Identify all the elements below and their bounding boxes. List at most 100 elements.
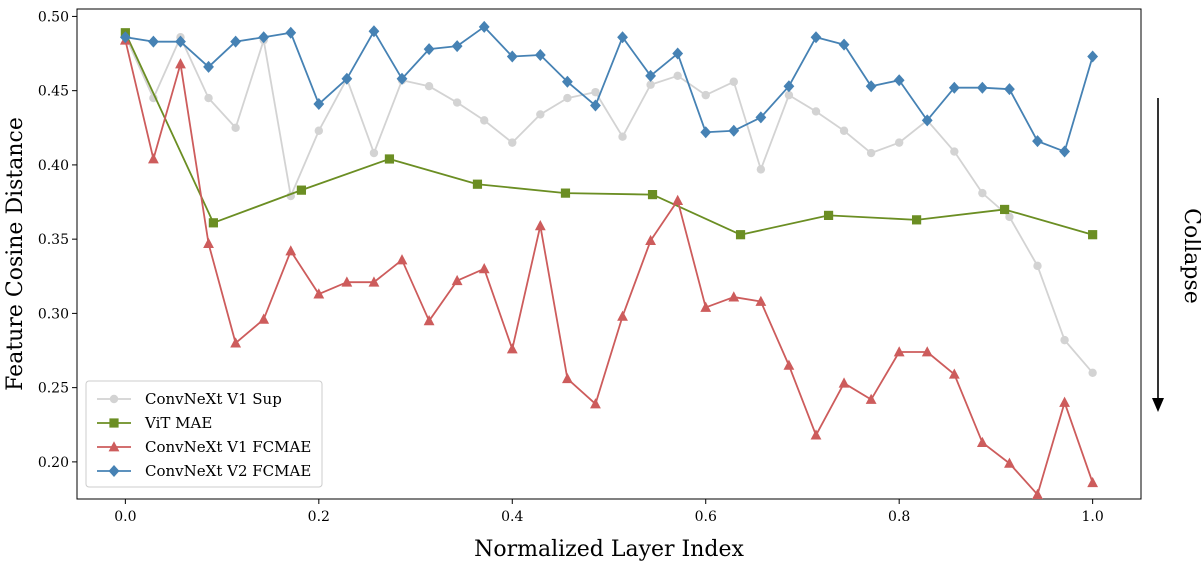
data-point bbox=[313, 98, 325, 111]
data-point bbox=[560, 188, 571, 198]
data-point bbox=[921, 346, 933, 357]
data-point bbox=[865, 80, 877, 93]
data-point bbox=[396, 254, 408, 265]
legend: ConvNeXt V1 Sup ViT MAE ConvNeXt V1 FCMAE C… bbox=[85, 380, 323, 488]
legend-item: ConvNeXt V1 FCMAE bbox=[97, 438, 311, 456]
data-point bbox=[369, 148, 379, 158]
data-point bbox=[590, 398, 601, 409]
x-tick-label: 0.4 bbox=[501, 509, 523, 525]
data-point bbox=[563, 93, 572, 103]
data-point bbox=[534, 219, 546, 231]
data-point bbox=[838, 38, 850, 51]
y-tick-label: 0.50 bbox=[38, 9, 69, 25]
data-point bbox=[204, 93, 213, 103]
series-line bbox=[124, 32, 1093, 236]
y-tick-label: 0.40 bbox=[38, 158, 69, 174]
data-point bbox=[911, 215, 922, 225]
data-point bbox=[618, 132, 627, 141]
data-point bbox=[672, 194, 684, 205]
y-tick-label: 0.20 bbox=[38, 455, 69, 471]
data-point bbox=[285, 245, 297, 256]
data-point bbox=[148, 153, 159, 164]
x-axis: 0.0 0.2 0.4 0.6 0.8 1.0 bbox=[114, 499, 1104, 525]
data-point bbox=[175, 58, 186, 69]
data-point bbox=[203, 237, 214, 249]
x-tick-label: 0.6 bbox=[695, 509, 717, 525]
data-point bbox=[472, 179, 483, 189]
data-point bbox=[823, 210, 834, 220]
data-point bbox=[423, 43, 435, 56]
data-point bbox=[423, 315, 435, 326]
data-point bbox=[645, 234, 656, 246]
data-point bbox=[839, 126, 849, 135]
x-tick-label: 0.0 bbox=[114, 509, 136, 525]
data-point bbox=[645, 69, 656, 82]
data-point bbox=[480, 116, 489, 125]
data-point bbox=[148, 35, 159, 48]
x-tick-label: 0.2 bbox=[308, 509, 330, 525]
data-point bbox=[258, 31, 270, 44]
data-point bbox=[976, 436, 988, 447]
series-diamond bbox=[119, 20, 1099, 158]
y-tick-label: 0.45 bbox=[38, 84, 69, 100]
data-point bbox=[384, 154, 395, 164]
legend-marker bbox=[108, 441, 120, 452]
data-point bbox=[810, 429, 822, 440]
x-tick-label: 1.0 bbox=[1082, 509, 1104, 525]
series-triangle bbox=[119, 34, 1099, 499]
data-point bbox=[893, 346, 905, 357]
data-point bbox=[1005, 212, 1014, 222]
data-point bbox=[810, 31, 822, 44]
data-point bbox=[700, 301, 712, 312]
data-point bbox=[1033, 261, 1042, 271]
data-point bbox=[673, 71, 682, 81]
data-point bbox=[672, 47, 684, 60]
data-point bbox=[1004, 83, 1015, 96]
data-point bbox=[728, 291, 740, 302]
data-point bbox=[728, 124, 740, 137]
data-point bbox=[865, 393, 877, 404]
data-point bbox=[341, 72, 353, 85]
collapse-arrowhead-icon bbox=[1152, 398, 1164, 412]
data-point bbox=[893, 74, 905, 87]
data-point bbox=[230, 35, 242, 48]
data-point bbox=[617, 310, 628, 321]
data-point bbox=[341, 276, 353, 287]
data-point bbox=[478, 20, 490, 33]
data-point bbox=[1004, 457, 1015, 468]
data-point bbox=[1088, 230, 1098, 240]
y-axis-label: Feature Cosine Distance bbox=[3, 117, 28, 391]
data-point bbox=[119, 31, 131, 44]
collapse-annotation: Collapse bbox=[1152, 98, 1201, 412]
data-point bbox=[1087, 50, 1099, 63]
data-point bbox=[978, 188, 987, 198]
series-layer bbox=[119, 20, 1099, 499]
legend-marker bbox=[109, 394, 119, 404]
data-point bbox=[296, 185, 307, 195]
data-point bbox=[590, 99, 601, 112]
data-point bbox=[783, 359, 795, 370]
legend-label: ConvNeXt V1 FCMAE bbox=[145, 438, 311, 456]
data-point bbox=[231, 123, 240, 132]
data-point bbox=[285, 26, 297, 39]
legend-label: ConvNeXt V2 FCMAE bbox=[145, 462, 311, 480]
data-point bbox=[1032, 135, 1043, 148]
x-tick-label: 0.8 bbox=[888, 509, 910, 525]
data-point bbox=[976, 81, 988, 94]
data-point bbox=[1059, 396, 1070, 407]
data-point bbox=[755, 295, 767, 306]
data-point bbox=[451, 274, 463, 286]
legend-frame bbox=[85, 380, 323, 488]
data-point bbox=[396, 72, 408, 85]
data-point bbox=[591, 87, 600, 97]
data-point bbox=[1060, 335, 1069, 345]
data-point bbox=[1088, 368, 1097, 377]
series-line bbox=[124, 35, 1094, 374]
data-point bbox=[451, 40, 463, 53]
y-tick-label: 0.35 bbox=[38, 232, 69, 248]
data-point bbox=[647, 190, 658, 200]
data-point bbox=[735, 230, 746, 240]
data-point bbox=[478, 263, 490, 274]
